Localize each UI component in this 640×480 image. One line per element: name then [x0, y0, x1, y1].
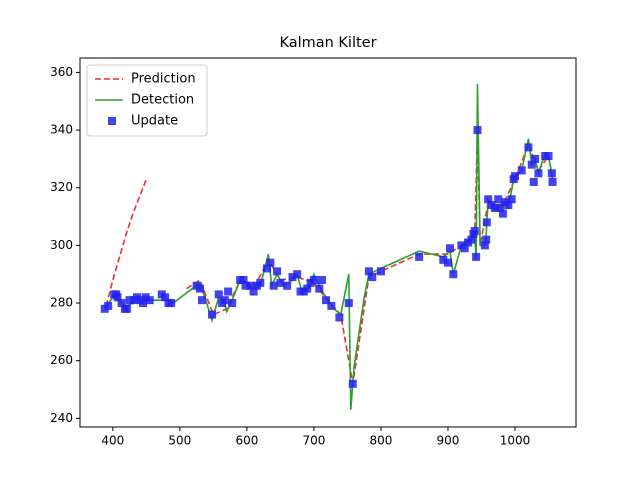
update-marker — [364, 267, 373, 276]
update-marker — [132, 293, 141, 302]
update-marker — [288, 273, 297, 282]
update-marker — [122, 304, 131, 313]
y-tick-label: 360 — [50, 65, 73, 79]
update-marker — [449, 270, 458, 279]
update-marker — [415, 252, 424, 261]
y-tick-label: 240 — [50, 411, 73, 425]
update-marker — [527, 160, 536, 169]
update-marker — [534, 169, 543, 178]
plot-frame — [79, 57, 577, 428]
update-marker — [249, 287, 258, 296]
update-marker — [276, 278, 285, 287]
update-marker — [139, 299, 148, 308]
x-tick-label: 700 — [302, 434, 325, 448]
update-marker — [113, 293, 122, 302]
x-tick-label: 800 — [369, 434, 392, 448]
update-marker — [482, 235, 491, 244]
update-marker — [507, 195, 516, 204]
update-marker — [490, 203, 499, 212]
update-marker — [482, 218, 491, 227]
y-tick-label: 340 — [50, 123, 73, 137]
update-marker — [439, 255, 448, 264]
update-marker — [327, 301, 336, 310]
update-marker — [531, 154, 540, 163]
update-marker — [141, 293, 150, 302]
legend-swatch — [108, 117, 116, 125]
update-marker — [321, 296, 330, 305]
x-tick-label: 400 — [101, 434, 124, 448]
update-marker — [283, 281, 292, 290]
update-marker — [544, 152, 553, 161]
chart-title: Kalman Kilter — [279, 35, 376, 51]
update-marker — [315, 284, 324, 293]
y-tick-label: 260 — [50, 353, 73, 367]
update-marker — [443, 258, 452, 267]
update-marker — [467, 235, 476, 244]
update-marker — [303, 284, 312, 293]
update-marker — [496, 203, 505, 212]
update-marker — [460, 244, 469, 253]
update-marker — [517, 166, 526, 175]
update-marker — [220, 296, 229, 305]
legend-box — [86, 64, 208, 137]
update-marker — [117, 299, 126, 308]
update-marker — [228, 299, 237, 308]
update-marker — [266, 258, 275, 267]
update-marker — [309, 275, 318, 284]
update-marker — [197, 296, 206, 305]
update-marker — [529, 177, 538, 186]
update-marker — [256, 278, 265, 287]
update-marker — [504, 201, 513, 210]
update-marker — [547, 169, 556, 178]
update-marker — [167, 299, 176, 308]
y-tick-label: 300 — [50, 238, 73, 252]
x-tick-label: 900 — [437, 434, 460, 448]
plot-area — [100, 83, 557, 410]
update-marker — [344, 299, 353, 308]
update-marker — [498, 209, 507, 218]
update-marker — [145, 296, 154, 305]
update-marker — [548, 177, 557, 186]
update-marker — [470, 226, 479, 235]
update-marker — [480, 241, 489, 250]
update-marker — [472, 252, 481, 261]
update-marker — [246, 281, 255, 290]
y-tick-label: 320 — [50, 180, 73, 194]
update-marker — [195, 284, 204, 293]
update-marker — [263, 264, 272, 273]
update-marker — [317, 275, 326, 284]
update-marker — [241, 281, 250, 290]
update-marker — [494, 195, 503, 204]
y-tick-label: 280 — [50, 296, 73, 310]
update-marker — [273, 267, 282, 276]
update-marker — [524, 143, 533, 152]
x-tick-label: 1000 — [500, 434, 531, 448]
update-marker — [473, 126, 482, 135]
legend-label: Prediction — [131, 72, 196, 87]
update-marker — [125, 296, 134, 305]
update-marker — [224, 287, 233, 296]
update-marker — [161, 293, 170, 302]
update-marker — [293, 270, 302, 279]
update-marker — [104, 301, 113, 310]
x-tick-label: 600 — [235, 434, 258, 448]
legend-label: Update — [131, 114, 178, 129]
update-marker — [335, 313, 344, 322]
update-marker — [214, 290, 223, 299]
update-marker — [348, 379, 357, 388]
update-marker — [445, 244, 454, 253]
update-marker — [208, 310, 217, 319]
legend-label: Detection — [131, 93, 194, 108]
update-marker — [511, 172, 520, 181]
update-marker — [484, 195, 493, 204]
update-marker — [239, 275, 248, 284]
update-marker — [269, 281, 278, 290]
update-marker — [368, 273, 377, 282]
x-tick-label: 500 — [168, 434, 191, 448]
legend: Prediction Detection Update — [86, 64, 208, 137]
update-marker — [376, 267, 385, 276]
